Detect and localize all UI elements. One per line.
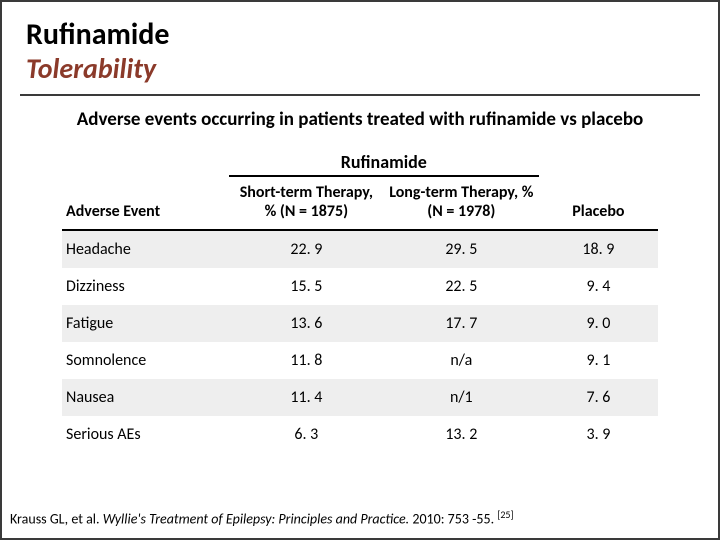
cell-placebo: 9. 0 — [539, 305, 658, 342]
col-header-long-term: Long-term Therapy, % (N = 1978) — [384, 177, 539, 230]
subtitle: Tolerability — [26, 51, 694, 86]
cell-short-term: 13. 6 — [229, 305, 384, 342]
spanner-row: Rufinamide — [62, 142, 658, 176]
cell-event: Nausea — [62, 379, 229, 416]
table-row: Headache22. 929. 518. 9 — [62, 230, 658, 268]
cell-long-term: 17. 7 — [384, 305, 539, 342]
cell-placebo: 9. 1 — [539, 342, 658, 379]
table-row: Somnolence11. 8n/a9. 1 — [62, 342, 658, 379]
cell-event: Somnolence — [62, 342, 229, 379]
cell-short-term: 11. 4 — [229, 379, 384, 416]
table-row: Serious AEs6. 313. 23. 9 — [62, 416, 658, 453]
cell-short-term: 11. 8 — [229, 342, 384, 379]
citation-ref: [25] — [497, 508, 513, 521]
cell-long-term: n/a — [384, 342, 539, 379]
table-row: Fatigue13. 617. 79. 0 — [62, 305, 658, 342]
citation-source: Wyllie's Treatment of Epilepsy: Principl… — [103, 511, 413, 528]
title-rule — [20, 94, 700, 96]
col-header-short-term: Short-term Therapy, % (N = 1875) — [229, 177, 384, 230]
col-header-placebo: Placebo — [539, 177, 658, 230]
cell-event: Headache — [62, 230, 229, 268]
cell-long-term: 22. 5 — [384, 268, 539, 305]
spanner-label: Rufinamide — [229, 142, 539, 176]
cell-placebo: 18. 9 — [539, 230, 658, 268]
col-header-event: Adverse Event — [62, 177, 229, 230]
cell-long-term: n/1 — [384, 379, 539, 416]
header-row: Adverse Event Short-term Therapy, % (N =… — [62, 177, 658, 230]
cell-placebo: 7. 6 — [539, 379, 658, 416]
drug-name: Rufinamide — [26, 16, 694, 53]
cell-event: Serious AEs — [62, 416, 229, 453]
table-row: Dizziness15. 522. 59. 4 — [62, 268, 658, 305]
cell-long-term: 29. 5 — [384, 230, 539, 268]
cell-long-term: 13. 2 — [384, 416, 539, 453]
table-container: Rufinamide Adverse Event Short-term Ther… — [2, 136, 718, 453]
table-row: Nausea11. 4n/17. 6 — [62, 379, 658, 416]
citation: Krauss GL, et al. Wyllie's Treatment of … — [10, 508, 710, 528]
cell-placebo: 3. 9 — [539, 416, 658, 453]
citation-year-pages: 2010: 753 -55. — [412, 511, 497, 528]
cell-event: Fatigue — [62, 305, 229, 342]
title-block: Rufinamide Tolerability — [2, 2, 718, 90]
citation-authors: Krauss GL, et al. — [10, 511, 103, 528]
cell-placebo: 9. 4 — [539, 268, 658, 305]
table-title: Adverse events occurring in patients tre… — [2, 104, 718, 136]
cell-event: Dizziness — [62, 268, 229, 305]
cell-short-term: 6. 3 — [229, 416, 384, 453]
cell-short-term: 22. 9 — [229, 230, 384, 268]
cell-short-term: 15. 5 — [229, 268, 384, 305]
adverse-events-table: Rufinamide Adverse Event Short-term Ther… — [62, 142, 658, 453]
